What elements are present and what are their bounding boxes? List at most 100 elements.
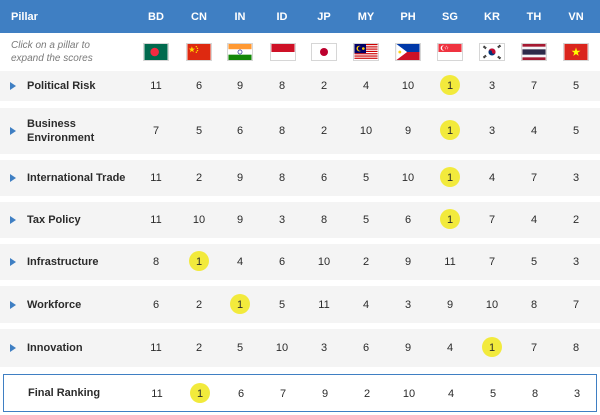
score-cell: 7 xyxy=(477,256,507,268)
country-header-th: TH xyxy=(526,11,542,23)
score-cell: 5 xyxy=(519,256,549,268)
pillar-row[interactable]: Innovation 11 2 5 10 3 6 9 4 1 7 8 xyxy=(0,329,600,367)
final-score-value: 11 xyxy=(151,388,163,400)
score-value: 2 xyxy=(195,298,203,311)
pillar-label[interactable]: International Trade xyxy=(27,171,137,185)
score-cell: 5 xyxy=(351,214,381,226)
pillar-label[interactable]: Workforce xyxy=(27,298,137,312)
score-cell: 5 xyxy=(225,342,255,354)
score-value: 1 xyxy=(446,172,454,184)
china-flag xyxy=(186,43,212,61)
pillar-label[interactable]: Political Risk xyxy=(27,79,137,93)
score-cell: 6 xyxy=(225,125,255,137)
final-score-value: 4 xyxy=(447,388,455,400)
score-value: 10 xyxy=(192,214,206,226)
expand-arrow-icon[interactable] xyxy=(10,344,16,352)
score-value: 8 xyxy=(152,256,160,268)
final-score-cell: 7 xyxy=(268,388,298,400)
score-value: 10 xyxy=(485,298,499,311)
score-value: 8 xyxy=(278,172,286,184)
country-header-in: IN xyxy=(234,11,246,23)
score-cell: 8 xyxy=(561,342,591,354)
score-cell: 9 xyxy=(393,125,423,137)
score-value: 10 xyxy=(359,125,373,137)
score-value: 2 xyxy=(195,172,203,184)
pillar-label-line: International Trade xyxy=(27,172,126,184)
score-value: 3 xyxy=(278,214,286,226)
pillar-label[interactable]: Tax Policy xyxy=(27,213,137,227)
score-value: 9 xyxy=(404,125,412,137)
score-value: 7 xyxy=(572,298,580,311)
final-score-cell: 10 xyxy=(394,388,424,400)
score-cell: 2 xyxy=(309,125,339,137)
score-cell: 9 xyxy=(393,256,423,268)
pillar-label-line: Environment xyxy=(27,132,95,144)
pillar-row[interactable]: Political Risk 11 6 9 8 2 4 10 1 3 7 5 xyxy=(0,71,600,101)
score-cell: 5 xyxy=(184,125,214,137)
final-score-value: 6 xyxy=(237,388,245,400)
pillar-row[interactable]: Infrastructure 8 1 4 6 10 2 9 11 7 5 3 xyxy=(0,244,600,280)
country-header-kr: KR xyxy=(484,11,500,23)
expand-hint-line: expand the scores xyxy=(11,53,93,64)
score-cell: 4 xyxy=(225,256,255,268)
score-value: 7 xyxy=(530,172,538,184)
score-value: 5 xyxy=(278,298,286,311)
score-cell: 10 xyxy=(477,299,507,311)
flag-row: Click on a pillar to expand the scores xyxy=(0,33,600,71)
pillar-label-line: Workforce xyxy=(27,298,82,311)
score-value: 4 xyxy=(362,80,370,92)
pillar-label[interactable]: Infrastructure xyxy=(27,255,137,269)
pillar-row[interactable]: Business Environment 7 5 6 8 2 10 9 1 3 4 5 xyxy=(0,108,600,154)
score-value: 10 xyxy=(401,80,415,92)
final-score-value: 2 xyxy=(363,388,371,400)
score-value: 2 xyxy=(195,342,203,354)
top-score-cell: 1 xyxy=(435,75,465,95)
country-header-vn: VN xyxy=(568,11,584,23)
expand-arrow-icon[interactable] xyxy=(10,127,16,135)
country-header-jp: JP xyxy=(317,11,331,23)
expand-arrow-icon[interactable] xyxy=(10,258,16,266)
score-value: 6 xyxy=(278,256,286,268)
final-score-value: 1 xyxy=(196,388,204,400)
score-cell: 7 xyxy=(141,125,171,137)
score-cell: 11 xyxy=(435,256,465,268)
pillar-row[interactable]: Tax Policy 11 10 9 3 8 5 6 1 7 4 2 xyxy=(0,202,600,238)
top-score-cell: 1 xyxy=(435,167,465,187)
expand-arrow-icon[interactable] xyxy=(10,82,16,90)
score-value: 5 xyxy=(572,125,580,137)
score-value: 3 xyxy=(572,172,580,184)
score-value: 11 xyxy=(150,80,162,92)
expand-arrow-icon[interactable] xyxy=(10,300,16,309)
final-score-value: 10 xyxy=(402,388,416,400)
score-cell: 6 xyxy=(184,80,214,92)
score-cell: 2 xyxy=(309,80,339,92)
score-value: 4 xyxy=(236,256,244,268)
score-value: 10 xyxy=(317,256,331,268)
pillar-label[interactable]: Business Environment xyxy=(27,117,137,145)
score-cell: 4 xyxy=(351,80,381,92)
score-value: 2 xyxy=(320,80,328,92)
expand-arrow-icon[interactable] xyxy=(10,216,16,224)
score-value: 5 xyxy=(572,80,580,92)
score-cell: 4 xyxy=(477,172,507,184)
final-score-cell: 6 xyxy=(226,388,256,400)
final-score-value: 7 xyxy=(279,388,287,400)
final-score-cell: 4 xyxy=(436,388,466,400)
expand-arrow-icon[interactable] xyxy=(10,174,16,182)
score-value: 5 xyxy=(362,214,370,226)
score-cell: 7 xyxy=(519,80,549,92)
score-value: 9 xyxy=(446,298,454,311)
south-korea-flag xyxy=(479,43,505,61)
pillar-row[interactable]: International Trade 11 2 9 8 6 5 10 1 4 7 3 xyxy=(0,160,600,196)
score-cell: 3 xyxy=(267,214,297,226)
pillar-row[interactable]: Workforce 6 2 1 5 11 4 3 9 10 8 7 xyxy=(0,286,600,323)
score-cell: 7 xyxy=(519,342,549,354)
score-value: 11 xyxy=(150,342,162,354)
score-cell: 3 xyxy=(309,342,339,354)
pillar-label-line: Innovation xyxy=(27,342,83,354)
final-ranking-label: Final Ranking xyxy=(28,387,101,399)
pillar-label[interactable]: Innovation xyxy=(27,341,137,355)
score-value: 11 xyxy=(150,172,162,184)
top-final-cell: 1 xyxy=(185,383,215,403)
score-value: 8 xyxy=(278,80,286,92)
